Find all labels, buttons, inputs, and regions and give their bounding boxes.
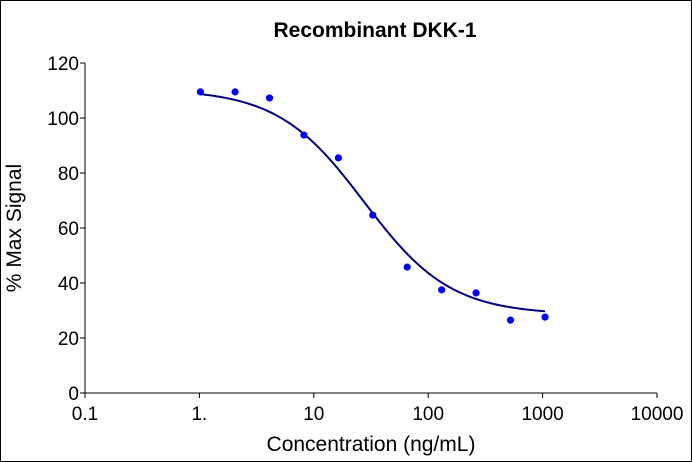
x-tick-label: 10: [303, 404, 324, 425]
data-point: [506, 316, 515, 324]
y-tick-label: 80: [58, 164, 79, 185]
x-tick-label: 100: [412, 404, 444, 425]
fit-curve-group: [199, 93, 546, 313]
y-tick-label: 120: [47, 54, 79, 75]
data-point: [231, 88, 239, 96]
data-points: [196, 88, 549, 324]
x-tick-label: 0.1: [72, 404, 98, 425]
data-point: [472, 289, 480, 297]
data-point: [438, 286, 446, 294]
chart-title: Recombinant DKK-1: [273, 19, 476, 42]
x-tick-label: 1.: [191, 404, 207, 425]
x-tick-label: 1000: [521, 404, 563, 425]
y-tick-label: 100: [47, 109, 79, 130]
y-tick-label: 0: [68, 384, 79, 405]
y-axis-label: % Max Signal: [3, 164, 26, 292]
y-tick-label: 60: [58, 219, 79, 240]
data-point: [403, 263, 411, 271]
data-point: [541, 313, 549, 321]
x-axis-label: Concentration (ng/mL): [267, 433, 476, 456]
x-tick-label: 10000: [631, 404, 684, 425]
fit-curve: [199, 93, 546, 313]
data-point: [369, 211, 377, 219]
data-point: [196, 88, 204, 96]
data-point: [334, 154, 342, 162]
y-tick-label: 20: [58, 329, 79, 350]
y-tick-label: 40: [58, 274, 79, 295]
data-point: [300, 131, 308, 139]
axes: 0.1 1. 10 100 1000 10000 0 20 40 60 80 100 120: [47, 54, 683, 425]
data-point: [265, 94, 274, 102]
